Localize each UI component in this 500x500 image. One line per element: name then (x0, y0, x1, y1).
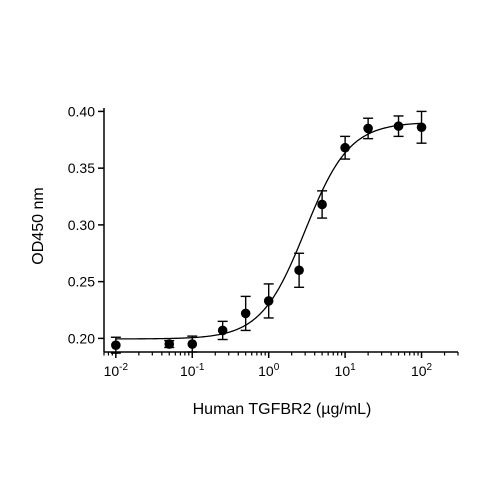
y-tick-label: 0.20 (68, 330, 95, 346)
y-tick-label: 0.35 (68, 160, 95, 176)
data-point (393, 121, 404, 131)
x-tick-label: 10-1 (180, 362, 205, 379)
x-axis-title: Human TGFBR2 (µg/mL) (193, 401, 372, 418)
data-point (294, 265, 304, 276)
data-point (340, 142, 350, 153)
y-axis-title: OD450 nm (30, 187, 47, 264)
data-point (317, 199, 327, 210)
data-point (187, 339, 198, 349)
x-tick-label: 100 (258, 362, 280, 379)
x-tick-label: 10-2 (104, 362, 129, 379)
x-tick-label: 102 (411, 362, 433, 379)
data-point (217, 325, 228, 336)
data-points-group (110, 110, 427, 354)
data-point (240, 308, 251, 319)
data-point (164, 339, 175, 349)
y-tick-label: 0.30 (68, 217, 95, 233)
data-point (416, 122, 427, 133)
y-tick-label: 0.40 (68, 103, 95, 119)
data-point (363, 123, 373, 134)
data-point (111, 340, 121, 350)
data-point (263, 296, 274, 306)
x-tick-label: 101 (335, 362, 357, 379)
y-tick-label: 0.25 (68, 274, 95, 290)
axes: 0.20 0.25 0.30 0.35 0.40 10-2 10-1 100 101 102 (68, 103, 459, 379)
